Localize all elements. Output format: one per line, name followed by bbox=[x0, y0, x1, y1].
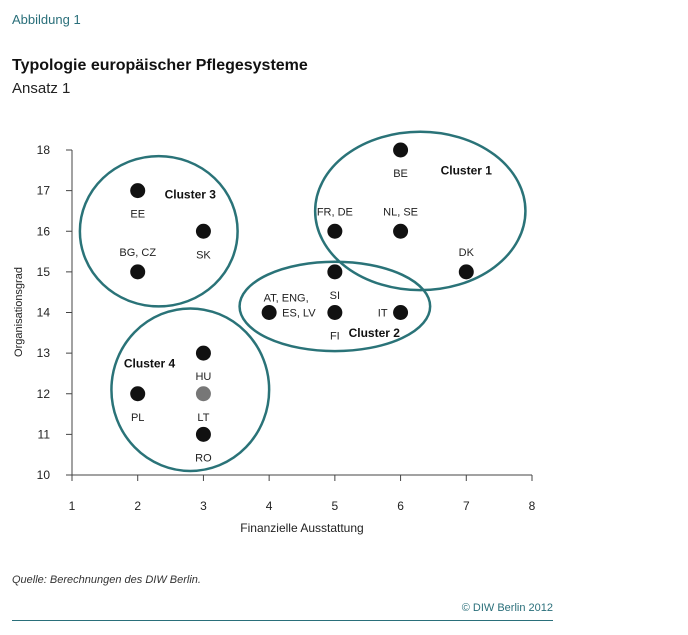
data-point bbox=[327, 305, 343, 320]
point-label: HU bbox=[195, 371, 211, 383]
y-tick-label: 14 bbox=[37, 306, 51, 320]
chart-title: Typologie europäischer Pflegesysteme bbox=[12, 57, 308, 74]
cluster-ring-3 bbox=[78, 154, 239, 308]
point-label: NL, SE bbox=[383, 206, 418, 218]
data-point bbox=[195, 426, 211, 442]
x-tick-label: 6 bbox=[397, 499, 404, 513]
point-label: ES, LV bbox=[282, 308, 316, 320]
cluster-ring-1 bbox=[313, 130, 527, 292]
data-point bbox=[195, 386, 211, 402]
data-point bbox=[393, 305, 409, 320]
y-tick-label: 13 bbox=[37, 346, 51, 360]
cluster-label-4: Cluster 4 bbox=[124, 356, 176, 370]
point-label: IT bbox=[378, 308, 388, 320]
point-label: EE bbox=[130, 209, 145, 221]
data-point bbox=[261, 305, 277, 320]
y-tick-label: 11 bbox=[38, 427, 51, 441]
point-label: BG, CZ bbox=[119, 247, 156, 259]
point-label: RO bbox=[195, 452, 212, 464]
y-tick-label: 12 bbox=[37, 387, 51, 401]
point-label: FR, DE bbox=[317, 206, 353, 218]
cluster-rings: Cluster 1 Cluster 2 Cluster 3 Cluster 4 bbox=[78, 130, 527, 473]
y-tick-label: 17 bbox=[37, 184, 51, 198]
data-point bbox=[327, 223, 343, 239]
source-note: Quelle: Berechnungen des DIW Berlin. bbox=[12, 574, 201, 586]
point-label: FI bbox=[330, 331, 340, 343]
data-point bbox=[393, 142, 409, 158]
y-tick-label: 10 bbox=[37, 468, 51, 482]
data-point bbox=[130, 386, 146, 402]
point-label: PL bbox=[131, 412, 144, 424]
data-point bbox=[327, 264, 343, 280]
point-label: SK bbox=[196, 249, 211, 261]
x-tick-label: 3 bbox=[200, 499, 207, 513]
x-tick-label: 8 bbox=[529, 499, 536, 513]
y-axis-label: Organisationsgrad bbox=[13, 267, 25, 357]
data-point bbox=[393, 223, 409, 239]
point-label: LT bbox=[197, 412, 209, 424]
cluster-ring-4 bbox=[110, 307, 271, 473]
x-tick-label: 2 bbox=[134, 499, 141, 513]
data-point bbox=[130, 183, 146, 199]
y-tick-label: 15 bbox=[37, 265, 51, 279]
x-tick-label: 1 bbox=[69, 499, 76, 513]
x-tick-label: 4 bbox=[266, 499, 273, 513]
x-axis-label: Finanzielle Ausstattung bbox=[240, 521, 363, 535]
figure-label: Abbildung 1 bbox=[12, 12, 81, 27]
bottom-rule bbox=[12, 620, 553, 621]
data-point bbox=[195, 345, 211, 361]
point-label: AT, ENG, bbox=[264, 293, 309, 305]
data-point bbox=[458, 264, 474, 280]
point-label: SI bbox=[330, 290, 340, 302]
y-tick-label: 16 bbox=[37, 224, 51, 238]
copyright: © DIW Berlin 2012 bbox=[461, 602, 553, 614]
x-tick-label: 5 bbox=[332, 499, 339, 513]
cluster-label-2: Cluster 2 bbox=[349, 326, 401, 340]
data-points: BE FR, DE NL, SE DK EE SK BG, CZ SI AT, ENG, ES, … bbox=[119, 142, 475, 464]
cluster-label-3: Cluster 3 bbox=[165, 188, 217, 202]
data-point bbox=[195, 223, 211, 239]
point-label: BE bbox=[393, 168, 408, 180]
cluster-ring-2 bbox=[238, 260, 432, 353]
y-tick-label: 18 bbox=[37, 143, 51, 157]
chart-subtitle: Ansatz 1 bbox=[12, 80, 71, 97]
cluster-label-1: Cluster 1 bbox=[441, 163, 493, 177]
x-tick-label: 7 bbox=[463, 499, 470, 513]
point-label: DK bbox=[459, 247, 475, 259]
data-point bbox=[130, 264, 146, 280]
